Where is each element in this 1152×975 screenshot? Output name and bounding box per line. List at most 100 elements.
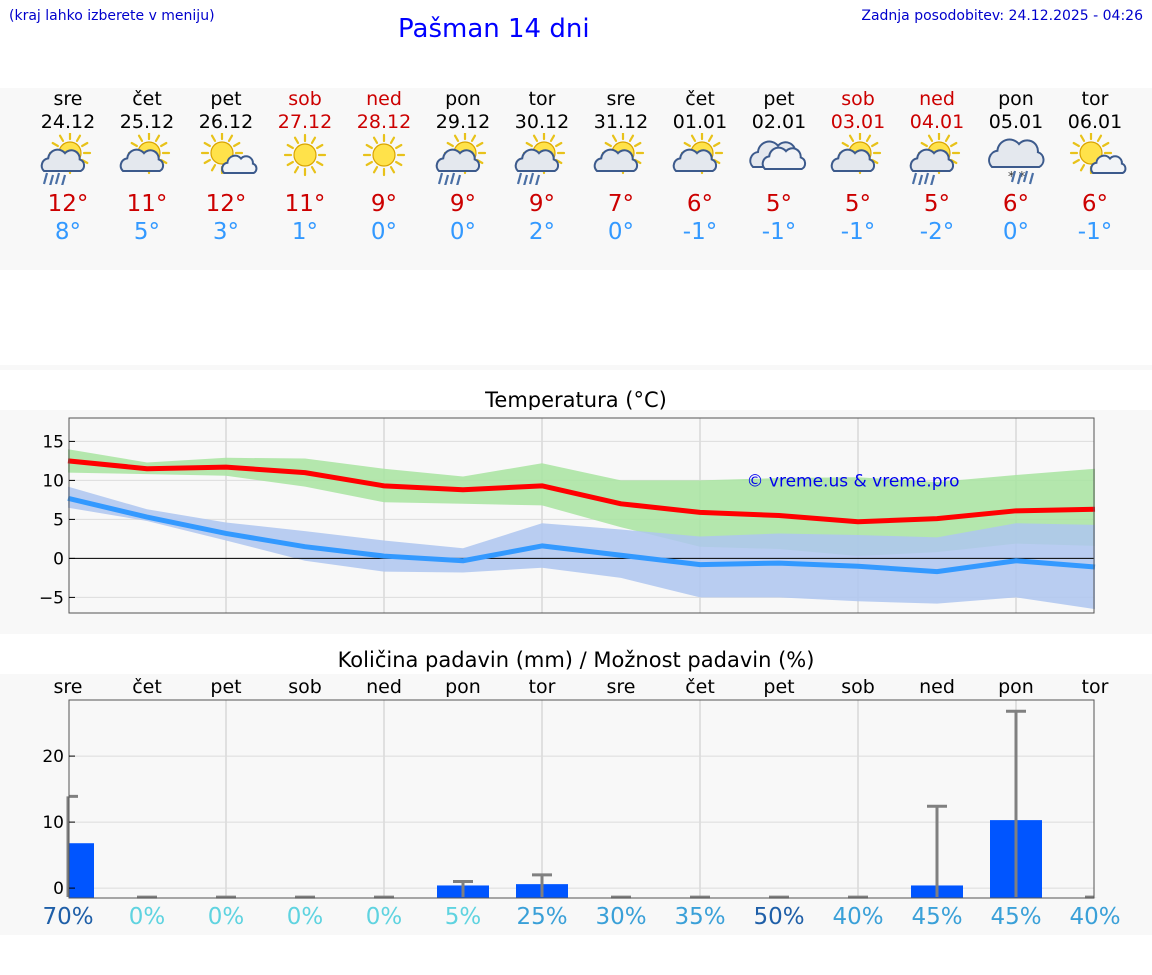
separator <box>0 365 1152 370</box>
sun-cloud-icon <box>593 133 645 175</box>
day-date: 02.01 <box>751 111 807 133</box>
sun-cloud-rain-icon <box>514 133 566 185</box>
day-column: sob 03.01 5° -1° <box>818 88 898 246</box>
rain-drop <box>61 174 67 185</box>
precipitation-probabilities: 70% 0% 0% 0% 0% 5% 25% 30% 35% 50% 40% 45% 45% 40% <box>0 904 1152 934</box>
sun-cloud-icon <box>593 133 645 175</box>
min-temperature: -1° <box>1077 219 1113 245</box>
max-temperature: 9° <box>370 191 398 217</box>
min-temperature: 0° <box>370 219 398 245</box>
day-name: čet <box>685 88 715 110</box>
cloud-shape <box>119 148 165 172</box>
day-name: ned <box>366 88 402 110</box>
min-range-band <box>68 486 1095 610</box>
y-tick-label: 5 <box>53 510 64 530</box>
day-date: 26.12 <box>198 111 254 133</box>
precip-day-label: sob <box>288 676 322 698</box>
day-column: sre 24.12 12° 8° <box>28 88 108 246</box>
day-column: tor 30.12 9° 2° <box>502 88 582 246</box>
rain-drop <box>449 172 456 185</box>
day-date: 29.12 <box>435 111 491 133</box>
day-column: pon 29.12 9° 0° <box>423 88 503 246</box>
precip-probability: 45% <box>911 904 963 930</box>
y-tick-label: 15 <box>42 432 64 452</box>
day-column: pet 26.12 12° 3° <box>186 88 266 246</box>
day-column: pet 02.01 5° -1° <box>739 88 819 246</box>
min-temperature: -1° <box>840 219 876 245</box>
precip-probability: 45% <box>990 904 1042 930</box>
sun-icon <box>362 133 406 177</box>
day-column: sob 27.12 11° 1° <box>265 88 345 246</box>
max-temperature: 11° <box>284 191 326 217</box>
rain-drop <box>1016 172 1023 185</box>
y-tick-label: 10 <box>42 813 64 833</box>
precip-probability: 70% <box>42 904 94 930</box>
cloud-shape <box>593 148 639 172</box>
sun-icon <box>362 133 406 177</box>
precip-day-label: sre <box>53 676 83 698</box>
precip-day-label: tor <box>1081 676 1109 698</box>
precipitation-chart-title: Količina padavin (mm) / Možnost padavin … <box>337 648 815 672</box>
day-date: 01.01 <box>672 111 728 133</box>
precip-day-label: tor <box>528 676 556 698</box>
sun-small-cloud-icon <box>1069 133 1127 175</box>
forecast-band <box>0 88 1152 270</box>
snow-flake: * * <box>1008 170 1026 185</box>
max-temperature: 5° <box>765 191 793 217</box>
plot-area <box>69 700 1094 898</box>
max-temperature: 6° <box>1081 191 1109 217</box>
page-title: Pašman 14 dni <box>398 14 590 44</box>
day-name: pon <box>998 88 1034 110</box>
precip-probability: 25% <box>516 904 568 930</box>
temperature-chart: 15 10 5 0 −5 © vreme.us & vreme.pro <box>39 417 1096 614</box>
precip-day-label: ned <box>919 676 955 698</box>
cloud-shape <box>988 138 1045 168</box>
sun-shape <box>200 133 244 175</box>
day-name: sob <box>288 88 322 110</box>
rain-drop <box>54 172 61 185</box>
cloud-icon <box>749 140 807 170</box>
rain-drop <box>444 174 450 185</box>
rain-drop <box>49 174 55 185</box>
sun-cloud-icon <box>672 133 724 175</box>
max-temperature: 5° <box>923 191 951 217</box>
day-name: sre <box>606 88 636 110</box>
cloud-icon <box>749 140 807 170</box>
min-temperature: -2° <box>919 219 955 245</box>
rain-drop <box>516 172 523 185</box>
day-name: tor <box>528 88 556 110</box>
min-temperature: 0° <box>449 219 477 245</box>
sun-icon <box>283 133 327 177</box>
y-tick-label: −5 <box>39 588 64 608</box>
day-name: ned <box>919 88 955 110</box>
day-date: 30.12 <box>514 111 570 133</box>
y-tick-label: 10 <box>42 471 64 491</box>
last-updated: Zadnja posodobitev: 24.12.2025 - 04:26 <box>861 8 1143 24</box>
cloud-shape <box>761 146 807 170</box>
rain-drop <box>1022 170 1029 183</box>
day-name: pet <box>210 88 242 110</box>
max-temperature: 12° <box>205 191 247 217</box>
cloud-shape <box>909 148 955 172</box>
rain-drop <box>528 172 535 185</box>
max-temperature: 6° <box>686 191 714 217</box>
day-name: sob <box>841 88 875 110</box>
min-temperature: 2° <box>528 219 556 245</box>
sun-shape <box>1069 133 1113 175</box>
precip-day-label: sre <box>606 676 636 698</box>
cloud-snow-icon: * * <box>988 138 1045 185</box>
sun-small-cloud-icon <box>200 133 258 175</box>
location-hint[interactable]: (kraj lahko izberete v meniju) <box>9 8 215 24</box>
min-temperature: -1° <box>682 219 718 245</box>
day-date: 03.01 <box>830 111 886 133</box>
precip-day-label: ned <box>366 676 402 698</box>
min-temperature: -1° <box>761 219 797 245</box>
rain-drop <box>523 174 529 185</box>
sun-cloud-rain-icon <box>909 133 961 185</box>
precipitation-chart: 20 10 0 <box>42 699 1097 899</box>
precip-day-label: čet <box>685 676 715 698</box>
precip-probability: 40% <box>1069 904 1121 930</box>
rain-drop <box>1028 172 1035 185</box>
sun-cloud-rain-icon <box>40 133 92 185</box>
day-date: 24.12 <box>40 111 96 133</box>
